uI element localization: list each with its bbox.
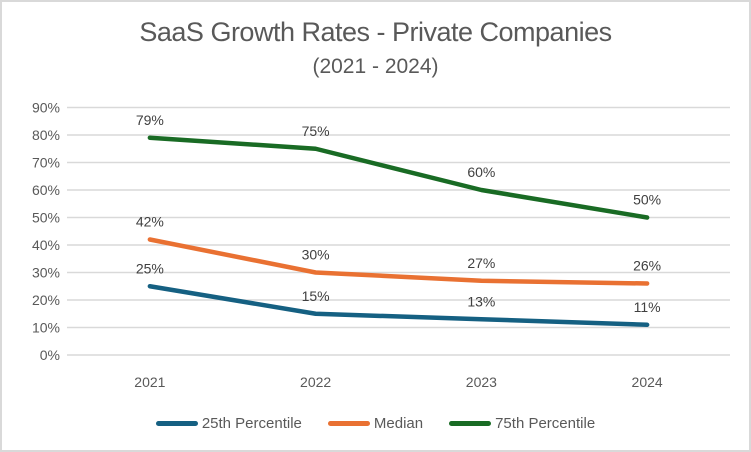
data-label: 27% [467,255,495,271]
legend-item-75th-percentile: 75th Percentile [449,415,595,432]
data-label: 13% [467,293,495,309]
legend-item-25th-percentile: 25th Percentile [155,414,302,432]
series-line-median [147,237,650,286]
y-axis-tick-label: 40% [32,237,60,253]
data-label: 25% [136,260,164,276]
x-axis-tick-label: 2023 [466,374,497,390]
data-label: 79% [136,112,164,128]
y-axis-tick-label: 0% [40,347,60,363]
x-axis-tick-label: 2024 [632,374,663,390]
x-axis-tick-label: 2022 [300,374,331,390]
x-axis-tick-label: 2021 [134,374,165,390]
data-label: 11% [634,299,661,315]
y-axis-tick-label: 60% [32,182,60,198]
legend-swatch-25th-percentile [155,420,198,426]
data-label: 75% [302,123,330,139]
y-axis-tick-label: 80% [32,127,60,143]
data-label: 30% [302,247,330,263]
data-label: 26% [633,258,661,274]
legend-label: 75th Percentile [495,414,596,432]
legend-item-median: Median [327,414,424,432]
data-label: 60% [467,164,495,180]
chart-title: SaaS Growth Rates - Private Companies [139,17,612,47]
legend-label: Median [373,414,424,432]
legend-label: 25th Percentile [201,414,302,432]
y-axis-tick-label: 20% [32,292,60,308]
y-axis-tick-label: 10% [32,320,60,336]
series-line-25th-percentile [147,284,650,327]
series-line-75th-percentile [147,135,650,220]
y-axis-tick-label: 90% [32,100,60,116]
legend-swatch-75th-percentile [449,420,492,426]
y-axis-tick-label: 70% [32,155,60,171]
legend: 25th Percentile Median 75th Percentile [2,412,749,434]
data-label: 15% [302,288,330,304]
chart-subtitle: (2021 - 2024) [312,55,439,78]
data-label: 50% [633,192,661,208]
y-axis-tick-label: 30% [32,265,60,281]
data-label: 42% [136,214,164,230]
legend-swatch-median [327,420,370,426]
y-axis-tick-label: 50% [32,210,60,226]
